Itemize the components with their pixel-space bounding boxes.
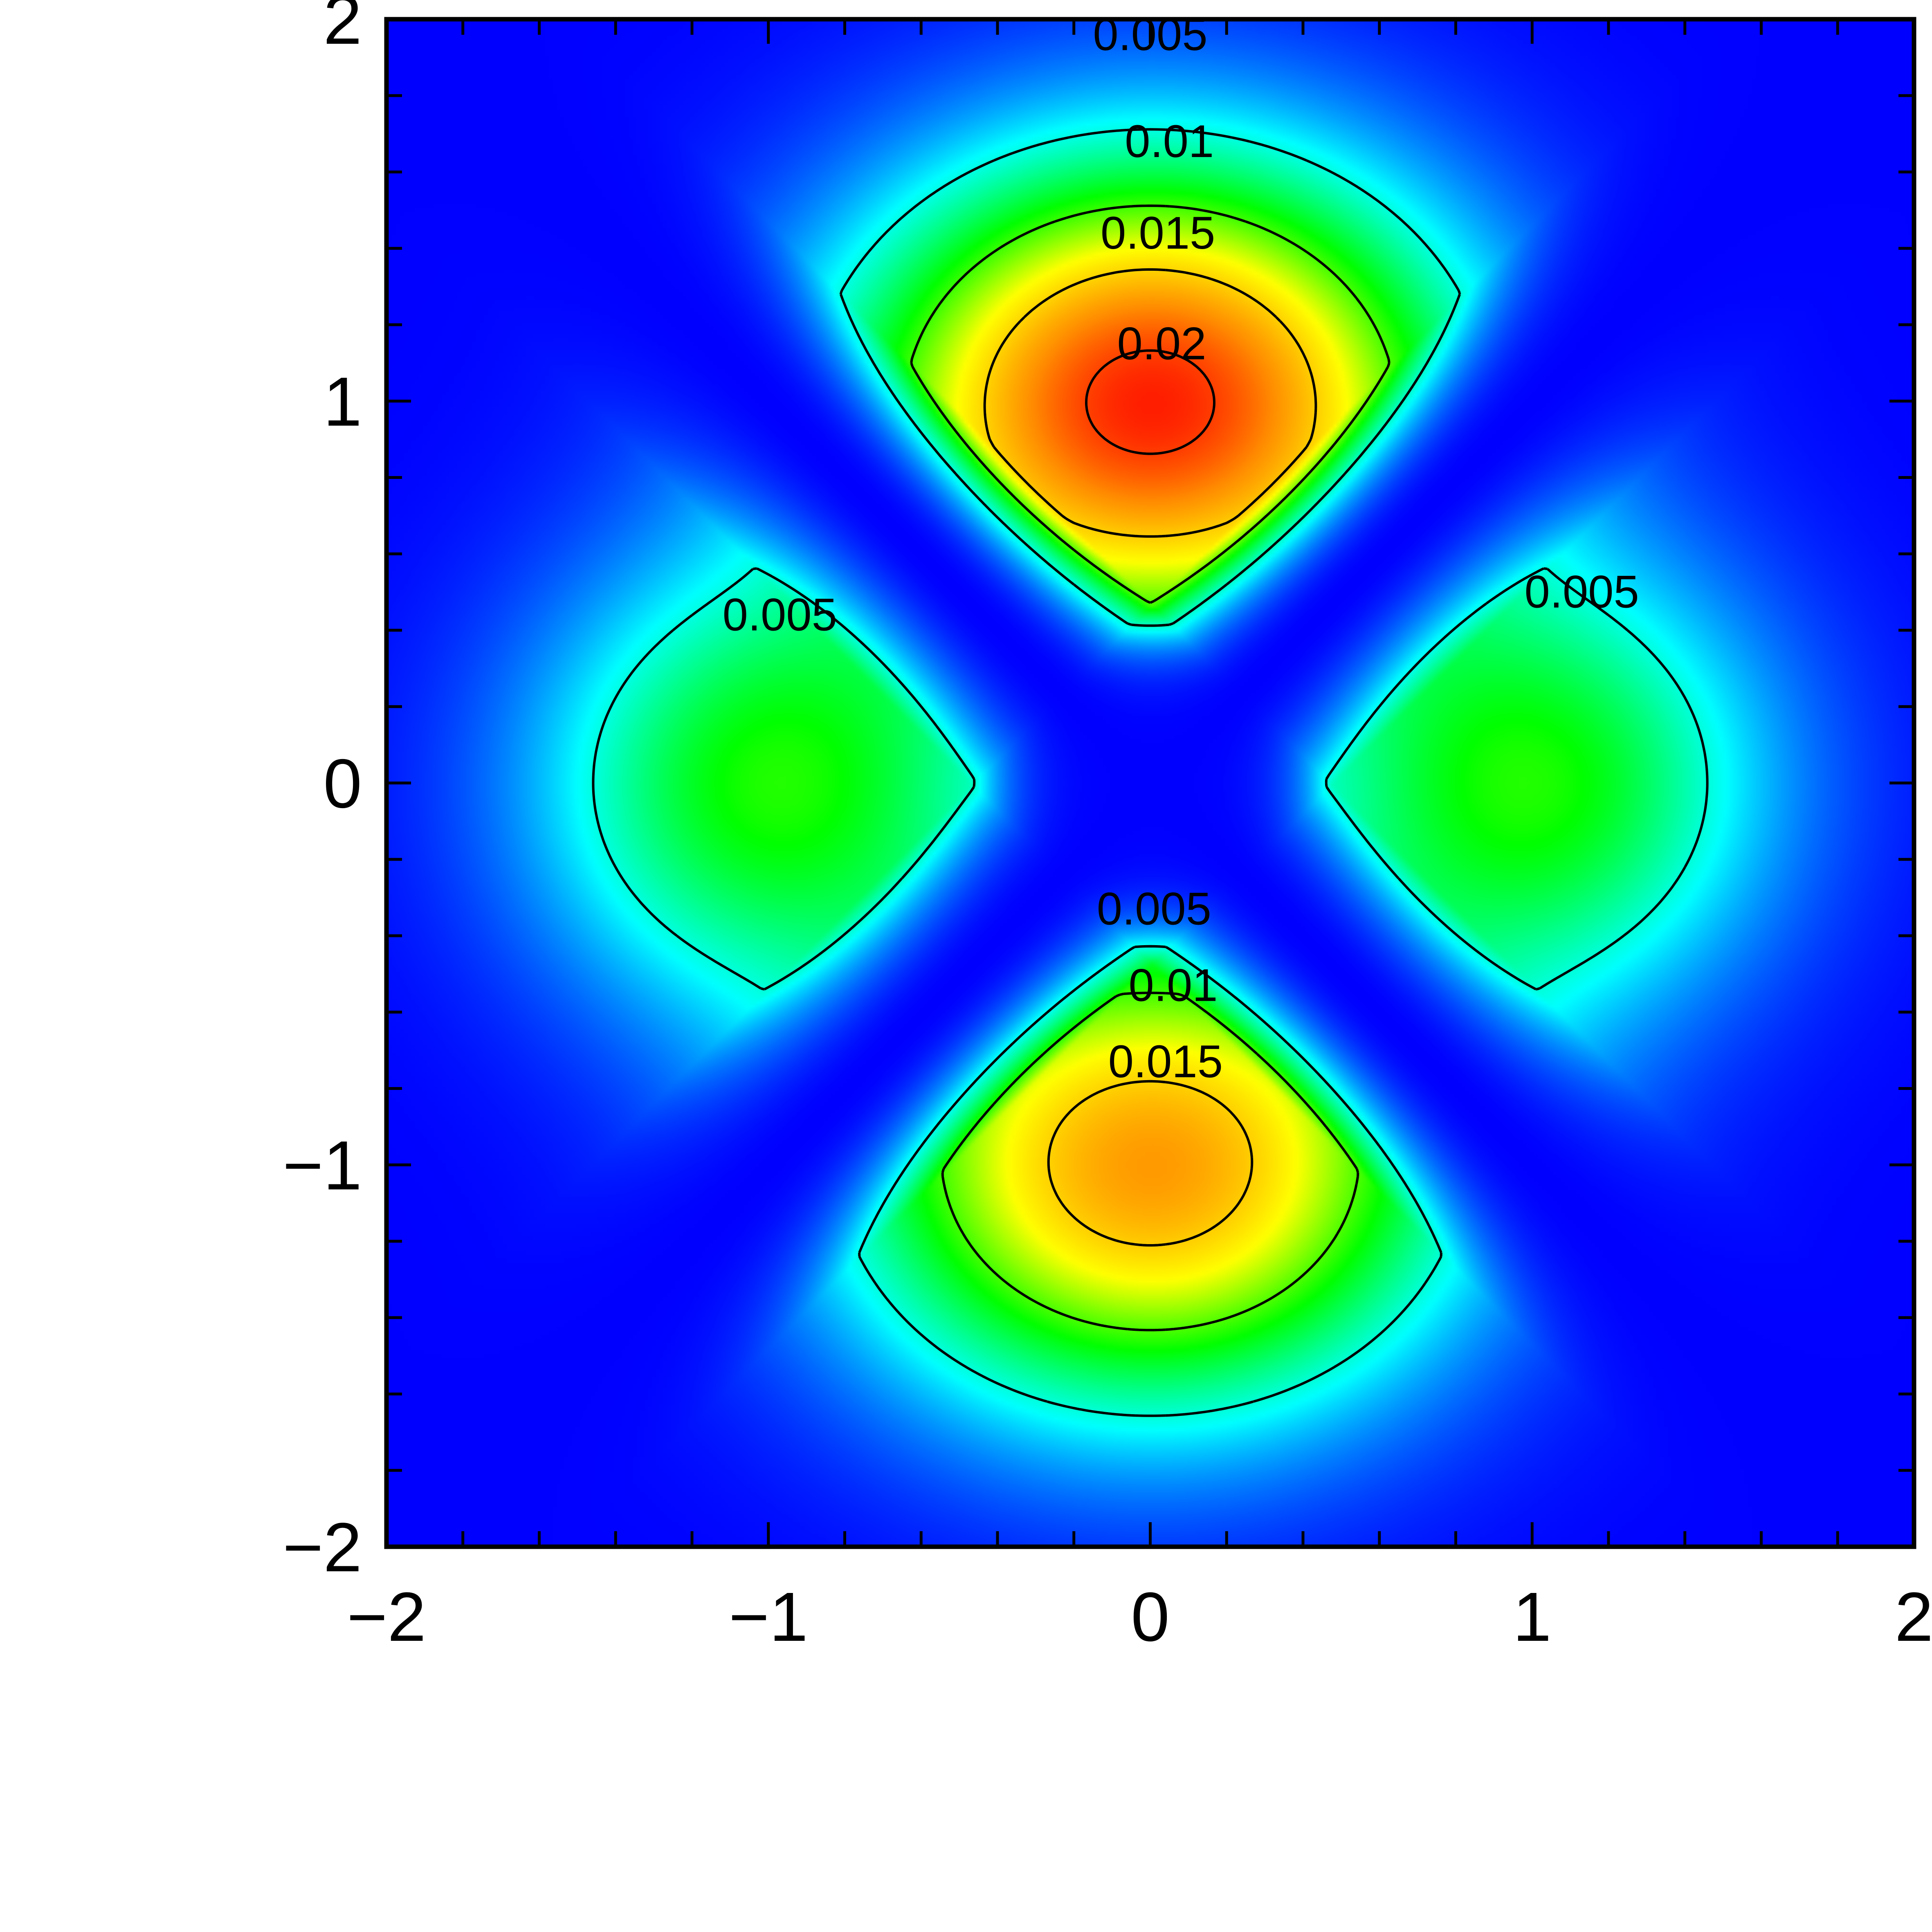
x-tick-label: −2	[347, 1578, 426, 1656]
contour-label: 0.01	[1125, 116, 1214, 167]
contour-label: 0.005	[723, 589, 837, 640]
y-tick-label: 2	[323, 0, 362, 59]
contour-label: 0.005	[1097, 883, 1211, 935]
contour-label: 0.02	[1117, 318, 1206, 369]
y-axis-tick-labels: −2 −1 0 1 2	[283, 0, 362, 1586]
y-tick-label: 1	[323, 363, 362, 441]
contour-label: 0.01	[1129, 959, 1218, 1011]
x-tick-label: 0	[1131, 1578, 1170, 1656]
y-tick-label: −1	[283, 1127, 362, 1204]
y-tick-label: −2	[283, 1509, 362, 1586]
contour-label: 0.015	[1108, 1036, 1223, 1087]
x-tick-label: 2	[1895, 1578, 1932, 1656]
axis-ticks	[385, 18, 1916, 1548]
x-tick-label: −1	[729, 1578, 808, 1656]
x-tick-label: 1	[1513, 1578, 1552, 1656]
contour-line-0_02	[1085, 349, 1215, 455]
contour-lines	[592, 128, 1709, 1417]
contour-line-0_01	[910, 204, 1391, 1332]
contour-label: 0.015	[1101, 207, 1215, 258]
contour-line-0_015	[983, 268, 1317, 1247]
contour-line-0_005	[592, 128, 1709, 1417]
contour-label: 0.005	[1524, 566, 1639, 618]
y-tick-label: 0	[323, 745, 362, 823]
heatmap-surface	[386, 19, 1914, 1547]
x-axis-tick-labels: −2 −1 0 1 2	[347, 1578, 1932, 1656]
